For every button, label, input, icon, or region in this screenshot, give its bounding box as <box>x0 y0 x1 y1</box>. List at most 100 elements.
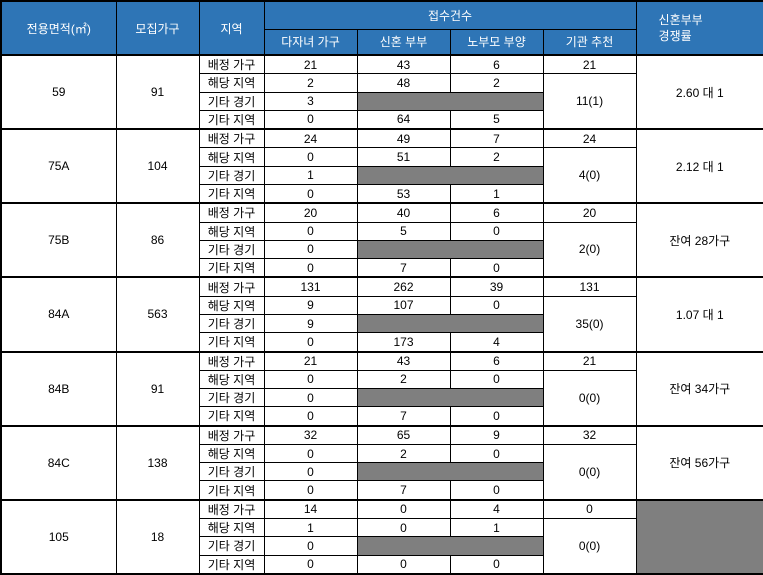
region-label-cell: 배정 가구 <box>198 276 265 297</box>
area-cell: 75B <box>0 202 117 278</box>
header-competition-line2: 경쟁률 <box>658 29 692 43</box>
table-row: 84B 91 배정 가구 21 43 6 21 잔여 34가구 <box>0 350 763 427</box>
households-cell: 18 <box>115 498 200 575</box>
region-label-cell: 해당 지역 <box>198 147 265 167</box>
value-cell: 0 <box>263 462 358 482</box>
table-row: 기타 경기 1 <box>1 165 763 185</box>
blocked-cell <box>356 313 544 334</box>
value-cell: 0 <box>356 518 451 538</box>
value-cell: 0 <box>449 443 544 464</box>
institution-cell: 4(0) <box>542 147 637 204</box>
competition-cell: 잔여 34가구 <box>635 350 763 427</box>
value-cell: 6 <box>449 350 544 371</box>
value-cell: 0 <box>356 554 451 575</box>
competition-cell-blocked <box>635 498 763 575</box>
table-row: 84A 563 배정 가구 131 262 39 131 1.07 대 1 <box>0 276 763 353</box>
header-area: 전용면적(㎡) <box>0 0 117 56</box>
value-cell: 0 <box>263 536 358 556</box>
header-region: 지역 <box>198 0 265 56</box>
region-label-cell: 배정 가구 <box>198 54 265 75</box>
institution-cell: 0(0) <box>542 518 637 575</box>
value-cell: 131 <box>263 276 358 297</box>
value-cell: 0 <box>263 388 358 408</box>
value-cell: 0 <box>449 406 544 427</box>
region-label-cell: 해당 지역 <box>198 369 265 390</box>
region-label-cell: 기타 경기 <box>198 91 265 111</box>
value-cell: 1 <box>263 518 358 538</box>
value-cell: 262 <box>356 276 451 297</box>
table-row: 기타 경기 0 <box>1 462 763 482</box>
table-row: 기타 지역 0 7 0 <box>1 406 763 427</box>
area-cell: 75A <box>0 128 117 204</box>
value-cell: 0 <box>263 258 358 278</box>
region-label-cell: 기타 지역 <box>198 480 265 501</box>
competition-cell: 잔여 56가구 <box>635 424 763 501</box>
value-cell: 4 <box>449 498 544 520</box>
value-cell: 4 <box>449 332 544 352</box>
area-cell: 105 <box>0 498 117 575</box>
households-cell: 86 <box>115 202 200 278</box>
value-cell: 0 <box>263 332 358 352</box>
header-row-2: 다자녀 가구 신혼 부부 노부모 부양 기관 추천 <box>1 28 763 56</box>
value-cell: 0 <box>356 498 451 520</box>
table-row: 해당 지역 0 5 0 2(0) <box>1 221 763 278</box>
value-cell: 14 <box>263 498 358 520</box>
value-cell: 107 <box>356 295 451 315</box>
value-cell: 0 <box>263 109 358 130</box>
table-row: 해당 지역 0 2 0 0(0) <box>1 369 763 427</box>
blocked-cell <box>356 388 544 408</box>
value-cell: 9 <box>449 424 544 445</box>
institution-cell: 2(0) <box>542 221 637 278</box>
value-cell: 48 <box>356 73 451 93</box>
table-row: 기타 지역 0 0 0 <box>1 554 763 575</box>
header-competition-line1: 신혼부부 <box>658 12 703 27</box>
value-cell: 9 <box>263 313 358 334</box>
header-row-1: 전용면적(㎡) 모집가구 지역 접수건수 신혼부부 경쟁률 <box>0 0 763 56</box>
value-cell: 5 <box>449 109 544 130</box>
competition-cell: 1.07 대 1 <box>635 276 763 353</box>
table-header: 전용면적(㎡) 모집가구 지역 접수건수 신혼부부 경쟁률 다자녀 가구 신혼 … <box>0 0 763 56</box>
value-cell: 0 <box>449 369 544 390</box>
blocked-cell <box>356 91 544 111</box>
value-cell: 6 <box>449 54 544 75</box>
table-body: 59 91 배정 가구 21 43 6 21 2.60 대 1 해당 지역 2 … <box>0 53 763 575</box>
value-cell: 6 <box>449 202 544 223</box>
value-cell: 0 <box>263 480 358 501</box>
value-cell: 7 <box>356 480 451 501</box>
value-cell: 21 <box>263 54 358 75</box>
area-cell: 84A <box>0 276 117 353</box>
table-row: 105 18 배정 가구 14 0 4 0 <box>0 498 763 575</box>
table-row: 기타 경기 0 <box>1 239 763 260</box>
table-row: 기타 경기 9 <box>1 313 763 334</box>
blocked-cell <box>356 165 544 185</box>
value-cell: 24 <box>542 128 637 149</box>
region-label-cell: 기타 경기 <box>198 536 265 556</box>
households-cell: 104 <box>115 128 200 204</box>
value-cell: 49 <box>356 128 451 149</box>
region-label-cell: 기타 지역 <box>198 258 265 278</box>
value-cell: 39 <box>449 276 544 297</box>
institution-cell: 11(1) <box>542 73 637 130</box>
value-cell: 21 <box>542 54 637 75</box>
value-cell: 0 <box>449 480 544 501</box>
households-cell: 138 <box>115 424 200 501</box>
region-label-cell: 기타 경기 <box>198 388 265 408</box>
table-row: 기타 지역 0 53 1 <box>1 183 763 204</box>
region-label-cell: 기타 지역 <box>198 554 265 575</box>
region-label-cell: 기타 경기 <box>198 462 265 482</box>
region-label-cell: 해당 지역 <box>198 443 265 464</box>
value-cell: 0 <box>542 498 637 520</box>
value-cell: 2 <box>263 73 358 93</box>
value-cell: 2 <box>356 443 451 464</box>
value-cell: 7 <box>449 128 544 149</box>
area-cell: 59 <box>0 53 117 130</box>
table-row: 기타 경기 0 <box>1 536 763 556</box>
region-label-cell: 기타 경기 <box>198 313 265 334</box>
header-applications: 접수건수 <box>263 0 637 30</box>
value-cell: 0 <box>263 147 358 167</box>
value-cell: 0 <box>263 369 358 390</box>
competition-cell: 2.12 대 1 <box>635 128 763 204</box>
value-cell: 32 <box>263 424 358 445</box>
value-cell: 7 <box>356 258 451 278</box>
